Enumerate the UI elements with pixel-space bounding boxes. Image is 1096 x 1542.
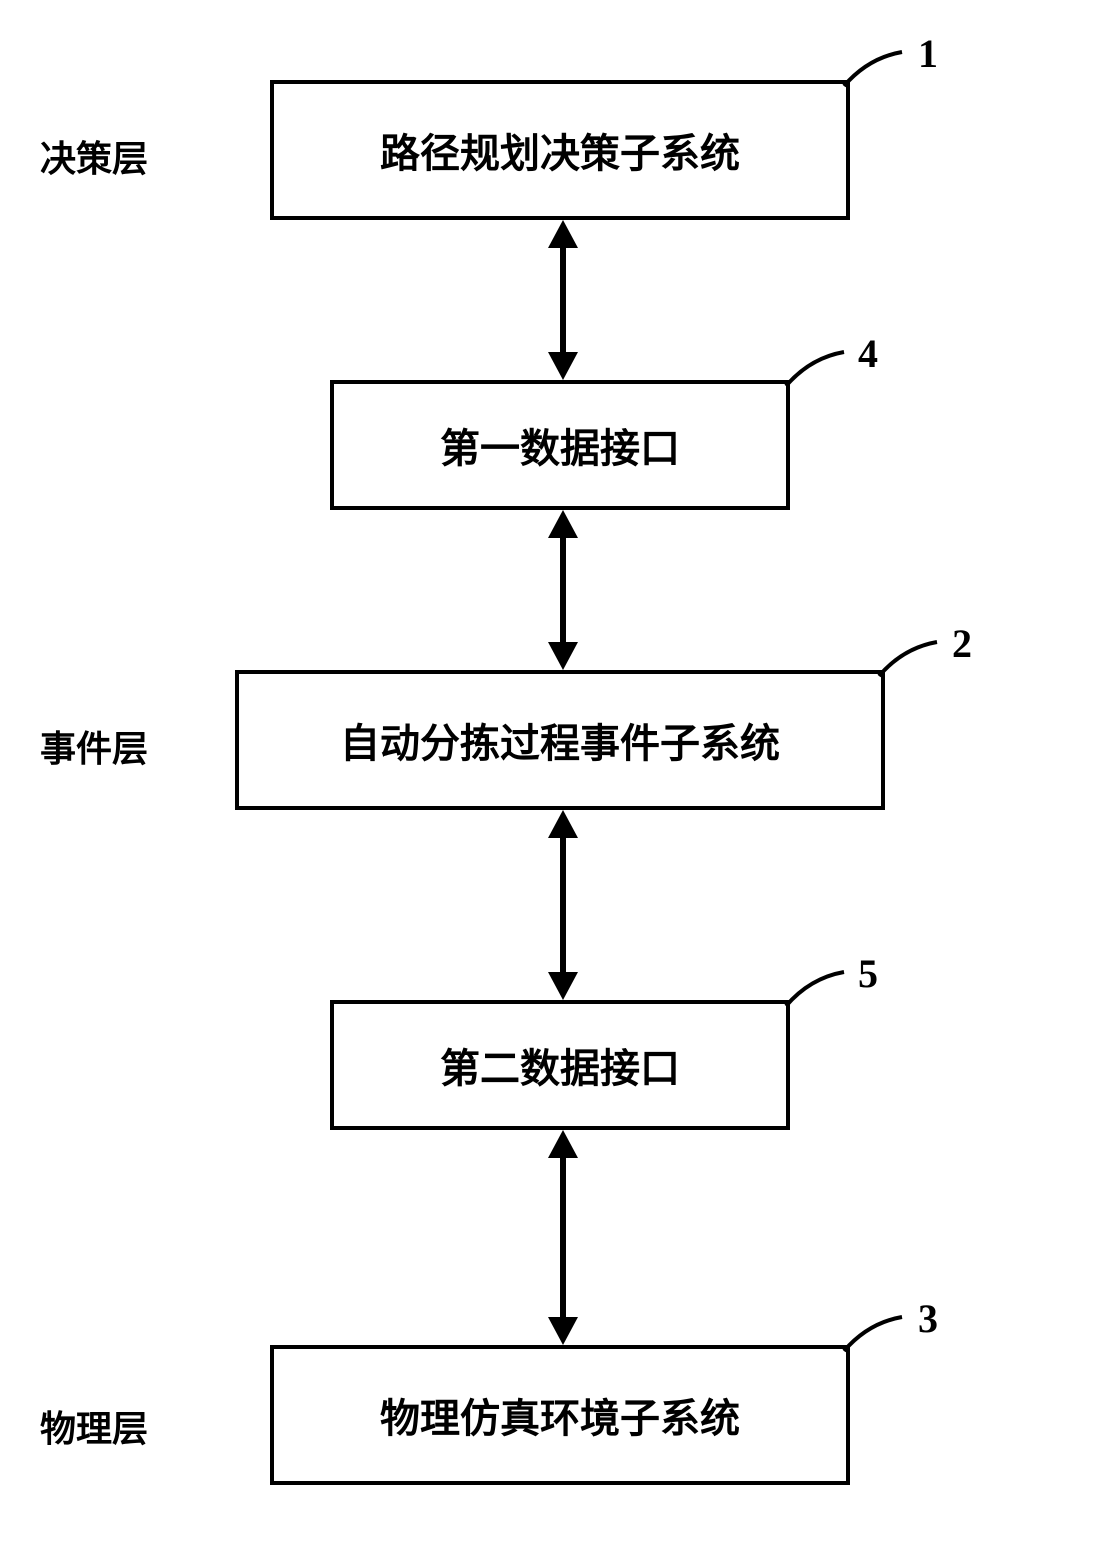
box-second-data-interface: 第二数据接口 bbox=[330, 1000, 790, 1130]
callout-line-4 bbox=[782, 348, 852, 390]
box-label: 路径规划决策子系统 bbox=[380, 121, 740, 179]
callout-num-1: 1 bbox=[918, 30, 938, 77]
box-path-planning-decision: 路径规划决策子系统 bbox=[270, 80, 850, 220]
box-first-data-interface: 第一数据接口 bbox=[330, 380, 790, 510]
box-label: 物理仿真环境子系统 bbox=[380, 1386, 740, 1444]
layer-label-event: 事件层 bbox=[40, 720, 148, 772]
layer-label-decision: 决策层 bbox=[40, 130, 148, 182]
layer-label-physical: 物理层 bbox=[40, 1400, 148, 1452]
callout-line-3 bbox=[840, 1313, 910, 1355]
box-label: 自动分拣过程事件子系统 bbox=[340, 711, 780, 769]
box-label: 第一数据接口 bbox=[440, 416, 680, 474]
callout-num-5: 5 bbox=[858, 950, 878, 997]
callout-num-4: 4 bbox=[858, 330, 878, 377]
arrow-4-to-2 bbox=[538, 510, 588, 670]
callout-num-2: 2 bbox=[952, 620, 972, 667]
arrow-1-to-4 bbox=[538, 220, 588, 380]
box-physical-simulation: 物理仿真环境子系统 bbox=[270, 1345, 850, 1485]
callout-line-5 bbox=[782, 968, 852, 1010]
callout-line-1 bbox=[840, 48, 910, 90]
arrow-5-to-3 bbox=[538, 1130, 588, 1345]
box-auto-sorting-event: 自动分拣过程事件子系统 bbox=[235, 670, 885, 810]
arrow-2-to-5 bbox=[538, 810, 588, 1000]
box-label: 第二数据接口 bbox=[440, 1036, 680, 1094]
callout-line-2 bbox=[875, 638, 945, 680]
callout-num-3: 3 bbox=[918, 1295, 938, 1342]
